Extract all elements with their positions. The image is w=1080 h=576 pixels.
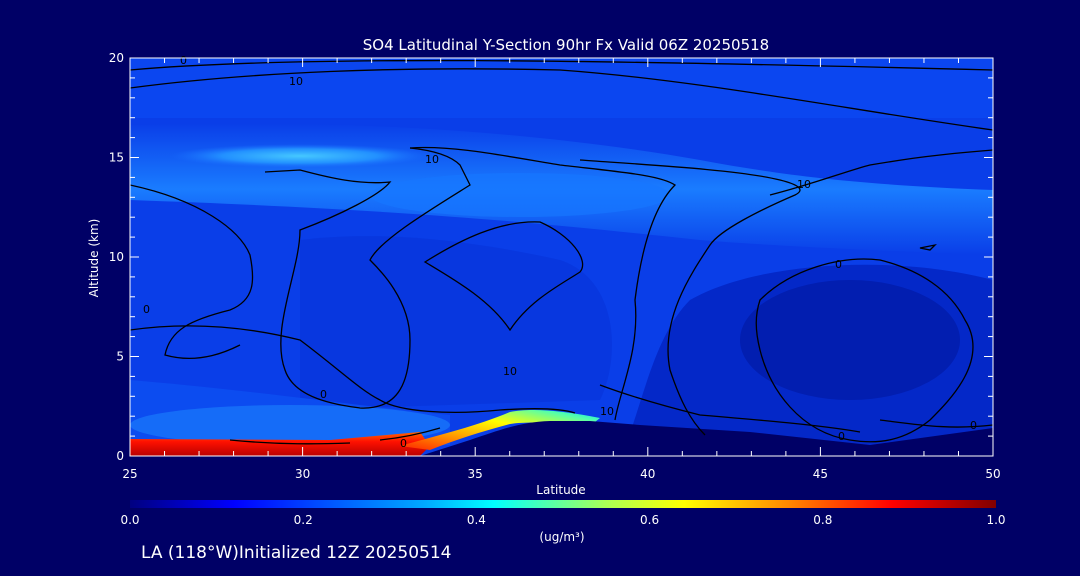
x-tick-label: 50 bbox=[985, 467, 1000, 481]
slope-plume bbox=[400, 410, 600, 450]
y-tick-label: 10 bbox=[109, 250, 124, 264]
footer-init-info: LA (118°W)Initialized 12Z 20250514 bbox=[141, 543, 452, 563]
colorbar-tick-label: 0.0 bbox=[120, 513, 139, 527]
heatmap-field bbox=[130, 58, 993, 456]
y-tick-label: 0 bbox=[116, 449, 124, 463]
contour-line bbox=[130, 184, 254, 359]
contour-line bbox=[755, 258, 974, 443]
contour-line bbox=[229, 439, 351, 445]
middle-dark-region bbox=[300, 236, 612, 410]
contour-label: 0 bbox=[180, 54, 187, 67]
colorbar-tick-label: 0.2 bbox=[294, 513, 313, 527]
y-tick-label: 15 bbox=[109, 151, 124, 165]
contour-label: 10 bbox=[289, 75, 303, 88]
y-axis: 0 5 10 15 20 bbox=[109, 51, 993, 463]
contour-line bbox=[879, 419, 993, 428]
contour-line bbox=[409, 146, 677, 421]
x-tick-label: 25 bbox=[122, 467, 137, 481]
x-tick-label: 45 bbox=[813, 467, 828, 481]
contour-label: 0 bbox=[835, 258, 842, 271]
x-tick-label: 30 bbox=[295, 467, 310, 481]
colorbar bbox=[130, 500, 996, 508]
contour-label: 0 bbox=[970, 419, 977, 432]
surface-plume bbox=[130, 432, 430, 456]
contour-line bbox=[423, 221, 584, 332]
y-tick-label: 20 bbox=[109, 51, 124, 65]
colorbar-tick-label: 0.6 bbox=[640, 513, 659, 527]
upper-band-core bbox=[170, 144, 430, 168]
contour-label: 10 bbox=[600, 405, 614, 418]
upper-band-mid bbox=[370, 173, 670, 217]
colorbar-tick-label: 0.8 bbox=[813, 513, 832, 527]
colorbar-ticks: 0.0 0.2 0.4 0.6 0.8 1.0 bbox=[120, 513, 1005, 527]
contour-line bbox=[130, 325, 576, 414]
chart-title: SO4 Latitudinal Y-Section 90hr Fx Valid … bbox=[363, 36, 769, 54]
lower-glow bbox=[130, 405, 450, 445]
contour-line bbox=[130, 59, 993, 71]
y-tick-label: 5 bbox=[116, 350, 124, 364]
contour-label: 10 bbox=[797, 178, 811, 191]
colorbar-tick-label: 0.4 bbox=[467, 513, 486, 527]
contour-label: 10 bbox=[425, 153, 439, 166]
contour-line bbox=[579, 159, 801, 436]
terrain-mask bbox=[420, 421, 993, 456]
contour-label: 0 bbox=[143, 303, 150, 316]
x-axis-label: Latitude bbox=[536, 483, 585, 497]
y-axis-label: Altitude (km) bbox=[87, 219, 101, 298]
colorbar-unit-label: (ug/m³) bbox=[539, 530, 584, 544]
contour-line bbox=[599, 384, 861, 433]
contour-label: 0 bbox=[320, 388, 327, 401]
contour-line bbox=[130, 68, 993, 131]
contour-line bbox=[264, 147, 471, 409]
x-axis: 25 30 35 40 45 50 bbox=[122, 58, 1001, 481]
colorbar-tick-label: 1.0 bbox=[986, 513, 1005, 527]
x-tick-label: 35 bbox=[468, 467, 483, 481]
contour-line bbox=[919, 243, 937, 251]
contour-lines bbox=[130, 59, 993, 445]
contour-label: 0 bbox=[838, 430, 845, 443]
contour-label: 0 bbox=[400, 437, 407, 450]
contour-labels: 0 10 10 10 0 0 0 0 10 10 0 0 bbox=[143, 54, 977, 450]
contour-line bbox=[379, 427, 441, 441]
eastern-low-core bbox=[740, 280, 960, 400]
contour-line bbox=[769, 149, 993, 196]
contour-label: 10 bbox=[503, 365, 517, 378]
x-tick-label: 40 bbox=[640, 467, 655, 481]
